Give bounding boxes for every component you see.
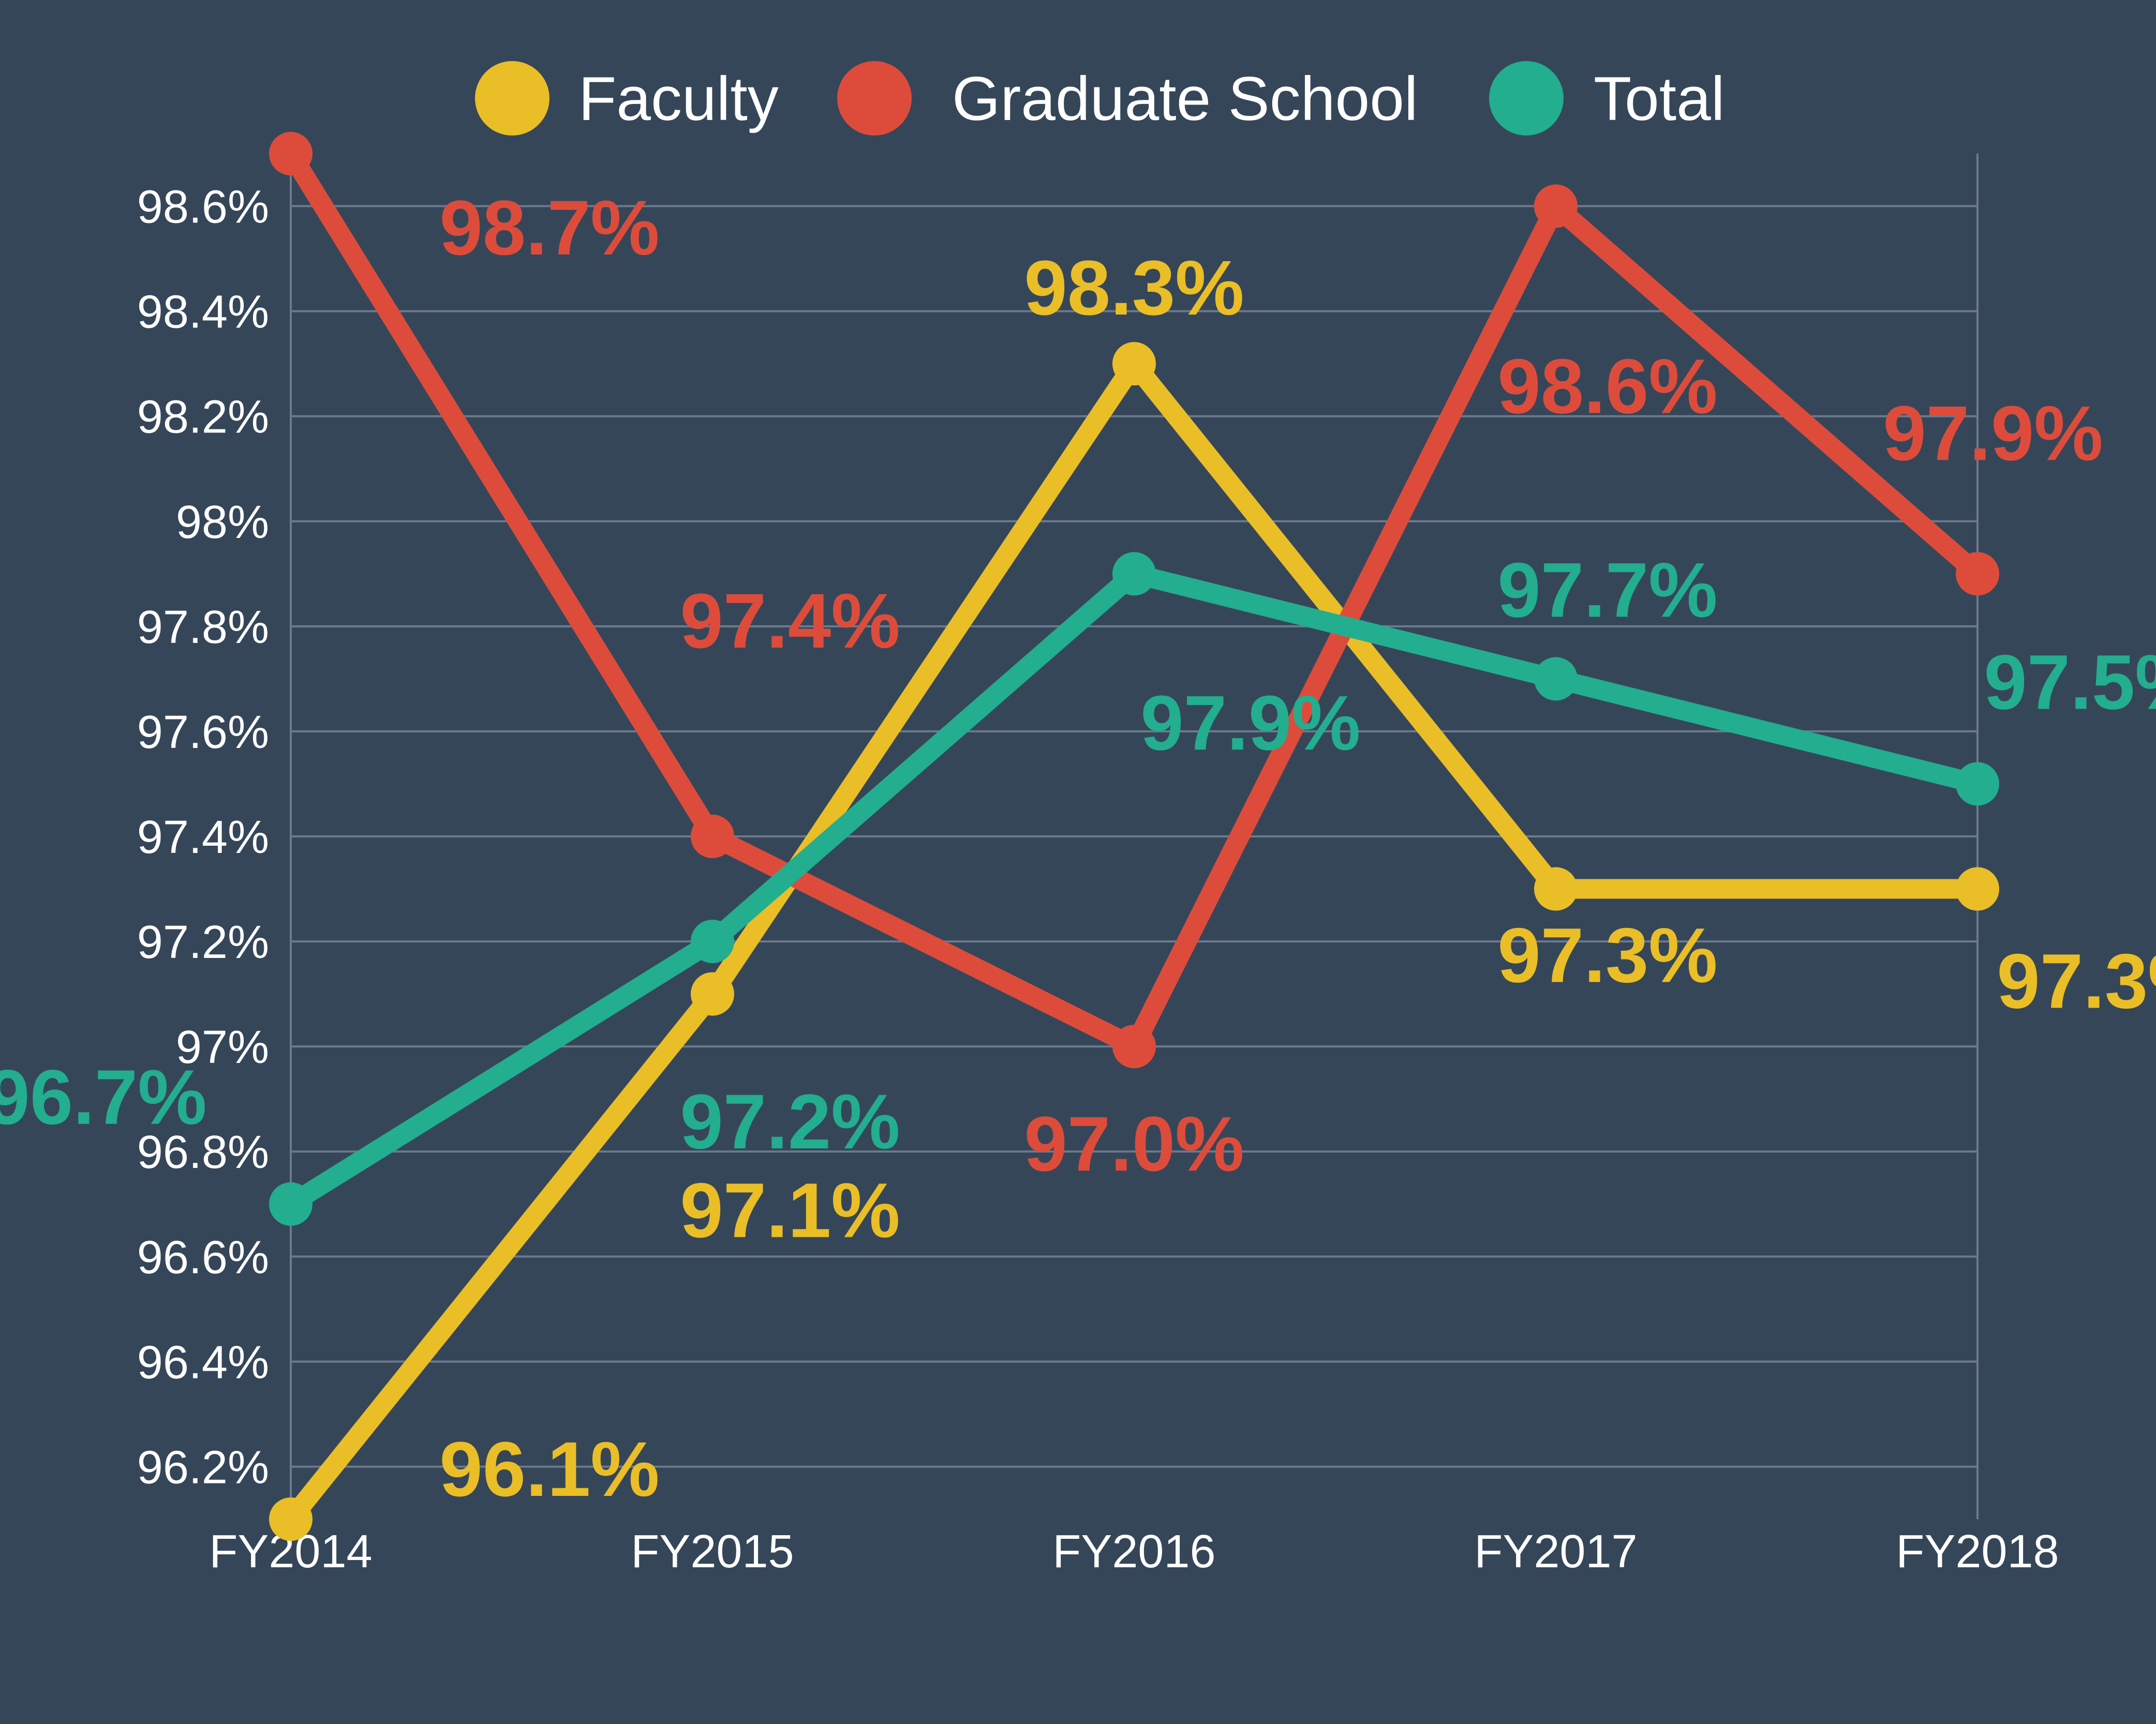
y-tick-label: 97.2% xyxy=(137,917,269,968)
data-label-graduate-school: 97.4% xyxy=(680,577,900,664)
y-tick-label: 98.6% xyxy=(137,182,269,233)
data-label-graduate-school: 98.6% xyxy=(1497,343,1717,430)
data-point-graduate-school xyxy=(691,815,734,858)
y-tick-label: 96.2% xyxy=(137,1442,269,1493)
y-tick-label: 98.2% xyxy=(137,392,269,443)
data-point-faculty xyxy=(1112,342,1156,386)
data-point-total xyxy=(1534,657,1578,701)
data-point-total xyxy=(691,920,734,964)
data-point-graduate-school xyxy=(1112,1025,1156,1069)
legend-swatch-faculty xyxy=(475,61,549,136)
legend-label-total: Total xyxy=(1594,64,1724,133)
data-label-faculty: 97.1% xyxy=(680,1167,900,1254)
legend-label-faculty: Faculty xyxy=(578,64,779,133)
data-point-faculty xyxy=(269,1497,313,1541)
series-group xyxy=(269,132,1999,1541)
data-point-graduate-school xyxy=(269,132,313,175)
legend-swatch-total xyxy=(1489,61,1564,136)
y-tick-label: 97.8% xyxy=(137,602,269,653)
data-point-total xyxy=(1956,762,1999,806)
y-tick-label: 97.6% xyxy=(137,707,269,758)
x-tick-label: FY2016 xyxy=(1052,1526,1215,1578)
x-tick-label: FY2015 xyxy=(631,1526,794,1578)
y-tick-label: 97% xyxy=(176,1022,269,1073)
data-label-total: 97.5% xyxy=(1984,638,2156,725)
y-tick-label: 97.4% xyxy=(137,812,269,863)
data-labels: 96.1% 97.1% 98.3% 97.3% 97.3% 98.7% 97.4% 97.0%… xyxy=(0,184,2156,1512)
data-label-faculty: 97.3% xyxy=(1497,912,1717,999)
legend-label-graduate-school: Graduate School xyxy=(952,64,1418,133)
axes: 96.2% 96.4% 96.6% 96.8% 97% 97.2% 97.4% 97.6% 97… xyxy=(137,182,2059,1578)
data-label-faculty: 98.3% xyxy=(1024,244,1244,331)
y-tick-label: 96.6% xyxy=(137,1232,269,1283)
data-point-total xyxy=(1112,552,1156,596)
legend: Faculty Graduate School Total xyxy=(475,61,1724,136)
data-point-faculty xyxy=(1534,867,1578,911)
legend-swatch-graduate-school xyxy=(837,61,912,136)
data-point-faculty xyxy=(691,972,734,1016)
data-label-graduate-school: 98.7% xyxy=(439,184,659,271)
data-label-total: 97.9% xyxy=(1140,679,1360,766)
data-point-graduate-school xyxy=(1956,552,1999,596)
data-label-graduate-school: 97.0% xyxy=(1024,1100,1244,1187)
y-tick-label: 98.4% xyxy=(137,287,269,338)
x-tick-label: FY2017 xyxy=(1474,1526,1637,1578)
data-label-faculty: 96.1% xyxy=(439,1426,659,1512)
data-point-faculty xyxy=(1956,867,1999,911)
y-tick-label: 96.8% xyxy=(137,1127,269,1178)
y-tick-label: 98% xyxy=(176,497,269,548)
data-point-graduate-school xyxy=(1534,184,1578,228)
data-point-total xyxy=(269,1182,313,1226)
data-label-total: 96.7% xyxy=(0,1054,207,1141)
data-label-total: 97.7% xyxy=(1497,546,1717,633)
y-tick-label: 96.4% xyxy=(137,1337,269,1388)
data-label-faculty: 97.3% xyxy=(1997,938,2156,1025)
data-label-graduate-school: 97.9% xyxy=(1883,389,2103,476)
x-tick-label: FY2018 xyxy=(1896,1526,2059,1578)
data-label-total: 97.2% xyxy=(680,1078,900,1165)
